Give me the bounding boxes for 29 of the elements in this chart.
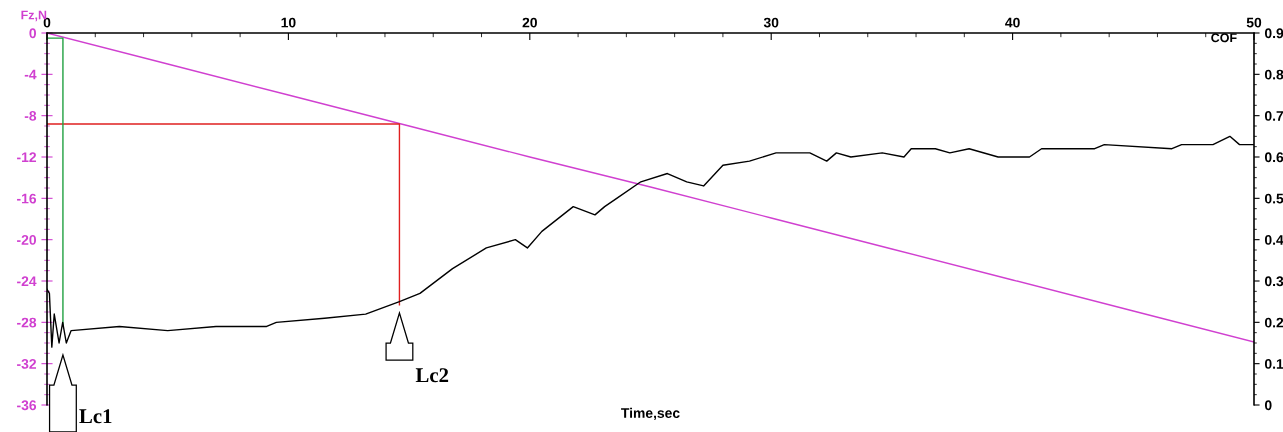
y2-tick-label: 0.4 [1264,235,1283,245]
y-tick-label: -32 [17,359,37,369]
y-tick-label: -20 [17,235,37,245]
y2-tick-label: 0.5 [1264,193,1283,204]
y2-tick-label: 0.9 [1264,28,1283,39]
y2-tick-label: 0.6 [1264,152,1283,163]
x-tick-label: 50 [1246,17,1262,28]
x-tick-label: 10 [281,17,296,28]
x-tick-label: 40 [1005,17,1020,28]
y2-tick-label: 0.7 [1264,111,1283,121]
y2-tick-label: 0.8 [1264,69,1283,80]
x-tick-label: 20 [522,17,537,28]
y-tick-label: -8 [24,111,37,121]
y-tick-label: -12 [17,152,37,163]
y2-tick-label: 0 [1264,400,1272,411]
text: Lc1 [79,409,112,424]
y-tick-label: -16 [17,193,37,204]
y2-tick-label: 0.2 [1264,317,1283,328]
y2-tick-label: 0.3 [1264,276,1283,287]
y-tick-label: -24 [17,276,37,287]
y-tick-label: -36 [17,400,37,411]
y-tick-label: -4 [24,69,37,80]
x-tick-label: 30 [763,17,779,28]
y-tick-label: -28 [17,317,37,328]
y2-axis-title: COF [1211,33,1237,43]
y2-tick-label: 0.1 [1264,359,1283,369]
y-tick-label: 0 [29,28,37,39]
x-axis-title: Time,sec [621,407,680,420]
annotation: Lc2 [415,368,449,383]
